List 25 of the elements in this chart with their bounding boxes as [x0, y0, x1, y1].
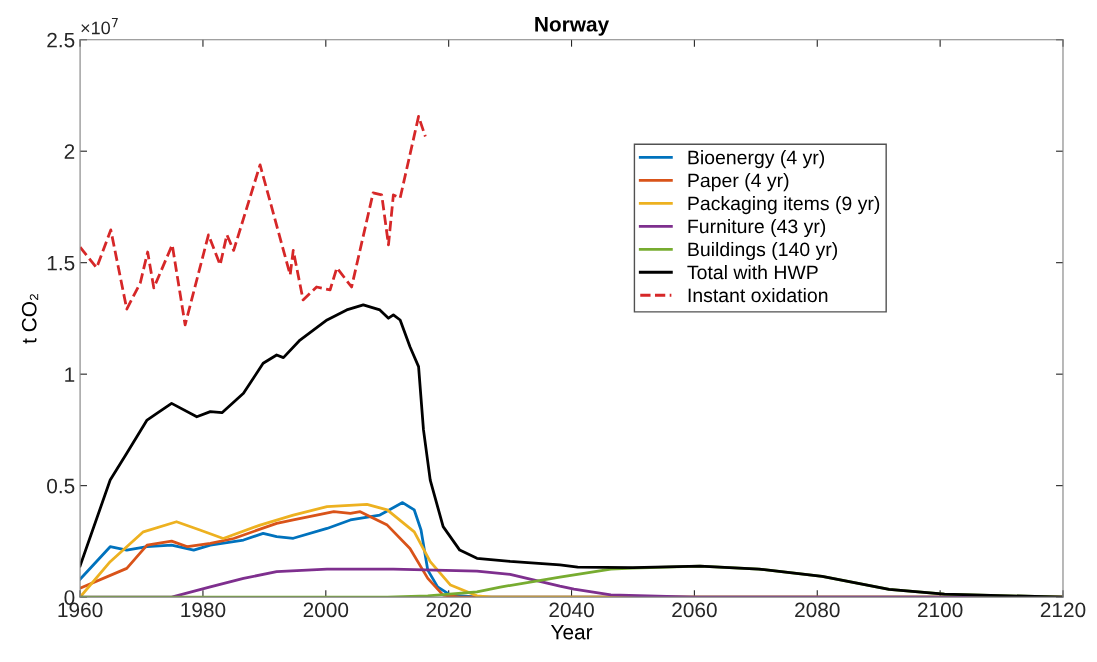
x-tick-label: 1980: [181, 602, 226, 618]
legend-label: Buildings (140 yr): [688, 241, 838, 261]
chart-title: Norway: [535, 17, 610, 36]
y-tick-label: 0.5: [47, 478, 75, 494]
y-tick-label: 1: [65, 367, 75, 382]
x-tick-label: 2080: [795, 602, 840, 618]
x-tick-label: 2100: [918, 602, 963, 618]
x-tick-label: 2020: [426, 602, 472, 618]
text: ×10$^{7}$: [81, 18, 118, 35]
legend-label: Paper (4 yr): [688, 173, 789, 192]
legend-label: Bioenergy (4 yr): [688, 150, 825, 169]
line-series: [80, 115, 427, 327]
x-tick-label: 2000: [303, 602, 349, 618]
y-tick-label: 1.5: [47, 255, 75, 271]
x-tick-label: 2060: [672, 602, 717, 618]
x-tick-label: 2040: [549, 602, 594, 618]
y-tick-label: 2: [64, 144, 75, 159]
x-axis-title: Year: [550, 624, 593, 640]
y-axis-title: t CO₂: [21, 294, 39, 344]
x-tick-label: 2120: [1040, 602, 1086, 618]
legend-label: Packaging items (9 yr): [688, 196, 880, 215]
y-tick-label: 2.5: [47, 32, 75, 48]
legend-label: Instant oxidation: [688, 287, 828, 303]
legend-label: Furniture (43 yr): [688, 219, 826, 238]
legend-label: Total with HWP: [687, 264, 818, 280]
